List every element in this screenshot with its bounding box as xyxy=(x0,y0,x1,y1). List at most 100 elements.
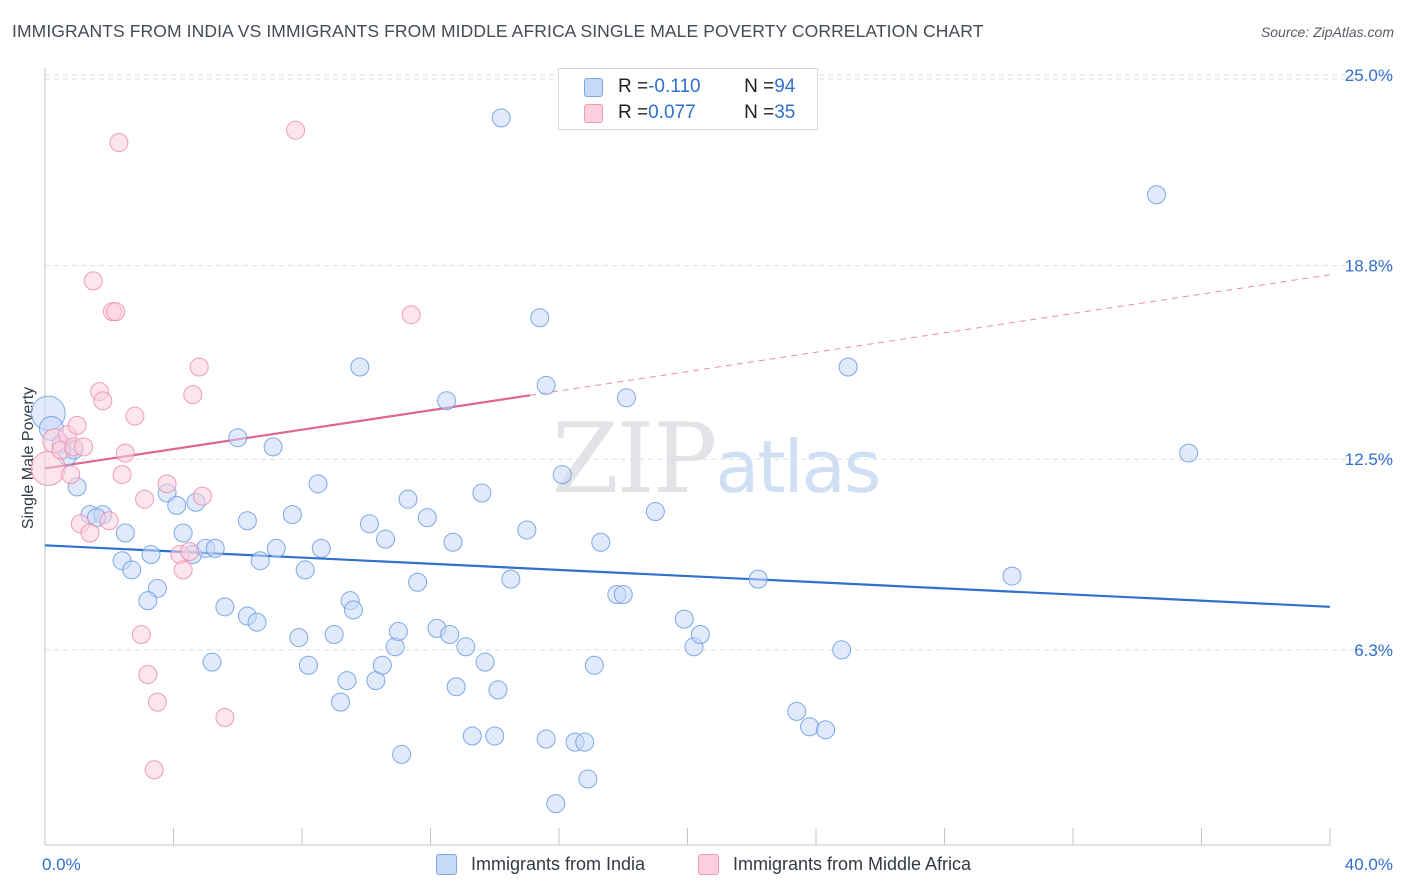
point-india xyxy=(816,720,836,740)
point-india xyxy=(398,489,418,509)
x-tick-label: 40.0% xyxy=(1345,855,1393,874)
point-india xyxy=(584,655,604,675)
point-middle-africa xyxy=(135,489,155,509)
y-tick-label: 12.5% xyxy=(1345,450,1393,469)
point-india xyxy=(141,545,161,565)
point-india xyxy=(591,532,611,552)
point-india xyxy=(800,717,820,737)
point-middle-africa xyxy=(83,271,103,291)
point-india xyxy=(472,483,492,503)
gridlines xyxy=(45,74,1392,651)
point-india xyxy=(289,628,309,648)
point-india xyxy=(343,600,363,620)
point-india xyxy=(1002,566,1022,586)
point-india xyxy=(462,726,482,746)
point-india xyxy=(440,625,460,644)
point-india xyxy=(536,729,556,749)
y-tick-label: 18.8% xyxy=(1345,257,1393,276)
point-india xyxy=(115,523,135,543)
point-middle-africa xyxy=(138,664,158,684)
point-india xyxy=(237,511,257,531)
chart-title: IMMIGRANTS FROM INDIA VS IMMIGRANTS FROM… xyxy=(12,21,984,41)
point-india xyxy=(546,794,566,814)
trend-line-india xyxy=(44,544,1331,608)
point-india xyxy=(832,640,852,660)
point-india xyxy=(408,572,428,592)
point-india xyxy=(311,538,331,558)
point-india xyxy=(388,621,408,641)
point-middle-africa xyxy=(131,625,151,644)
point-middle-africa xyxy=(173,560,193,580)
bottom-legend-label-middle-africa: Immigrants from Middle Africa xyxy=(733,853,972,874)
point-middle-africa xyxy=(286,120,306,140)
point-middle-africa xyxy=(147,692,167,712)
legend-r-label: R = xyxy=(618,102,649,123)
point-india xyxy=(536,375,556,395)
point-india xyxy=(674,609,694,629)
point-middle-africa xyxy=(93,391,113,411)
point-india xyxy=(437,391,457,411)
legend-r-label: R = xyxy=(618,76,649,97)
legend-row-middle-africa: R = 0.077 N = 35 xyxy=(584,101,796,125)
bottom-legend-swatch-middle-africa xyxy=(698,853,719,875)
point-middle-africa xyxy=(106,302,126,322)
y-tick-label: 25.0% xyxy=(1345,66,1393,85)
point-india xyxy=(298,655,318,675)
point-india xyxy=(138,591,158,611)
point-middle-africa xyxy=(99,511,119,531)
watermark-atlas: atlas xyxy=(715,425,881,509)
point-india xyxy=(552,465,572,485)
point-india xyxy=(167,495,187,515)
point-middle-africa xyxy=(183,385,203,405)
point-india xyxy=(645,502,665,521)
point-middle-africa xyxy=(192,486,212,506)
point-india xyxy=(385,637,405,657)
point-india xyxy=(446,677,466,697)
point-india xyxy=(282,505,302,525)
legend-n-value: 35 xyxy=(774,102,796,123)
x-tick-label: 0.0% xyxy=(42,855,81,874)
correlation-legend: R = -0.110 N = 94 R = 0.077 N = 35 xyxy=(558,68,818,130)
legend-n-value: 94 xyxy=(774,76,796,97)
point-india xyxy=(838,357,858,377)
point-india xyxy=(173,523,193,543)
point-middle-africa xyxy=(401,305,421,325)
point-middle-africa xyxy=(125,406,145,426)
point-india xyxy=(359,514,379,534)
point-india xyxy=(456,637,476,657)
point-india xyxy=(443,532,463,552)
point-india xyxy=(228,428,248,448)
point-india xyxy=(485,726,505,746)
legend-r-value: 0.077 xyxy=(648,102,696,123)
point-middle-africa xyxy=(215,708,235,728)
point-middle-africa xyxy=(189,357,209,377)
point-india xyxy=(417,508,437,528)
legend-swatch-india xyxy=(584,77,603,97)
point-india xyxy=(263,437,283,457)
point-india xyxy=(350,357,370,377)
point-middle-africa xyxy=(180,541,200,561)
point-middle-africa xyxy=(67,415,87,435)
bottom-legend-label-india: Immigrants from India xyxy=(471,853,646,874)
bottom-legend-india: Immigrants from India xyxy=(436,852,645,876)
trend-line-middle-africa-projection xyxy=(530,274,1331,396)
point-india xyxy=(787,701,807,721)
point-india xyxy=(295,560,315,580)
point-middle-africa xyxy=(109,133,129,152)
point-india xyxy=(122,560,142,580)
point-india xyxy=(613,585,633,605)
legend-swatch-middle-africa xyxy=(584,103,603,123)
y-tick-label: 6.3% xyxy=(1354,641,1393,660)
point-india xyxy=(1179,443,1199,463)
point-middle-africa xyxy=(61,465,81,485)
point-india xyxy=(578,769,598,789)
point-india xyxy=(488,680,508,700)
point-india xyxy=(530,308,550,328)
bottom-legend-middle-africa: Immigrants from Middle Africa xyxy=(698,852,971,876)
legend-r-value: -0.110 xyxy=(648,76,701,97)
point-india xyxy=(575,732,595,752)
point-middle-africa xyxy=(74,437,94,457)
legend-row-india: R = -0.110 N = 94 xyxy=(584,75,796,99)
point-india xyxy=(308,474,328,494)
